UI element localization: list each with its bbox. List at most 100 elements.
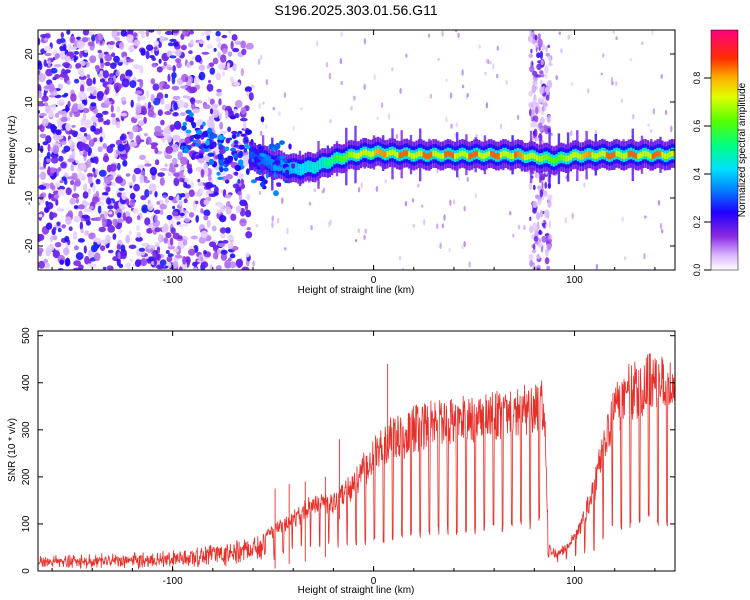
noise-blob bbox=[395, 133, 399, 140]
signal-track-cell bbox=[463, 151, 466, 157]
noise-blob bbox=[69, 130, 77, 135]
noise-blob bbox=[168, 219, 175, 225]
noise-blob bbox=[50, 103, 57, 112]
noise-blob bbox=[87, 263, 95, 268]
noise-blob bbox=[661, 229, 664, 234]
noise-blob bbox=[99, 136, 103, 143]
noise-blob bbox=[182, 255, 187, 265]
noise-blob bbox=[50, 125, 58, 131]
noise-blob bbox=[564, 217, 567, 224]
noise-blob bbox=[84, 119, 92, 129]
y-tick-label: -10 bbox=[24, 190, 35, 205]
y-tick-label: 0 bbox=[21, 568, 32, 574]
colorbar-tick-label: 0.2 bbox=[692, 216, 702, 229]
noise-blob bbox=[104, 61, 111, 67]
signal-onset-blob bbox=[291, 163, 296, 169]
noise-blob bbox=[612, 30, 615, 34]
noise-blob bbox=[227, 126, 232, 133]
noise-blob bbox=[310, 225, 313, 231]
signal-onset-blob bbox=[237, 178, 241, 184]
noise-blob bbox=[240, 40, 246, 49]
noise-blob bbox=[512, 233, 515, 238]
signal-onset-blob bbox=[227, 155, 234, 161]
noise-blob bbox=[100, 239, 109, 245]
noise-blob bbox=[93, 137, 98, 143]
signal-onset-blob bbox=[207, 152, 215, 157]
noise-blob bbox=[363, 37, 367, 45]
noise-blob bbox=[188, 50, 193, 54]
noise-blob bbox=[328, 221, 331, 228]
noise-blob bbox=[148, 223, 153, 228]
snr-ylabel: SNR (10 * v/v) bbox=[7, 418, 18, 482]
noise-blob bbox=[218, 112, 223, 120]
noise-blob bbox=[53, 63, 62, 68]
noise-blob bbox=[70, 179, 75, 186]
signal-onset-blob bbox=[277, 165, 281, 172]
noise-blob bbox=[145, 90, 150, 98]
interference-blob bbox=[528, 181, 533, 191]
noise-blob bbox=[167, 172, 172, 177]
noise-blob bbox=[157, 172, 165, 178]
signal-track-cell bbox=[408, 151, 411, 158]
noise-blob bbox=[79, 150, 84, 156]
noise-blob bbox=[283, 92, 287, 99]
noise-blob bbox=[48, 109, 54, 118]
noise-blob bbox=[55, 129, 62, 136]
spectrogram-y-axis: -20 -10 0 10 20 bbox=[24, 48, 675, 253]
noise-blob bbox=[99, 78, 106, 83]
interference-blob bbox=[534, 94, 537, 103]
noise-blob bbox=[200, 230, 208, 239]
noise-blob bbox=[583, 182, 586, 188]
noise-blob bbox=[148, 30, 155, 33]
signal-track-cell bbox=[511, 153, 515, 159]
interference-blob bbox=[546, 265, 551, 270]
interference-blob bbox=[541, 73, 545, 78]
colorbar-gradient bbox=[710, 29, 739, 271]
noise-blob bbox=[245, 231, 253, 239]
noise-blob bbox=[121, 78, 130, 88]
interference-blob bbox=[529, 108, 532, 117]
noise-blob bbox=[246, 227, 251, 231]
noise-blob bbox=[100, 193, 105, 201]
noise-blob bbox=[79, 127, 87, 133]
noise-blob bbox=[188, 212, 195, 218]
noise-blob bbox=[94, 216, 102, 222]
signal-onset-blob bbox=[267, 164, 271, 169]
noise-blob bbox=[38, 260, 45, 269]
noise-blob bbox=[43, 160, 47, 168]
noise-blob bbox=[647, 123, 650, 127]
noise-blob bbox=[445, 116, 448, 123]
signal-track-cell bbox=[413, 153, 416, 159]
signal-onset-blob bbox=[216, 171, 221, 176]
signal-onset-blob bbox=[217, 153, 224, 160]
interference-blob bbox=[531, 249, 537, 254]
noise-blob bbox=[186, 61, 190, 68]
noise-blob bbox=[544, 73, 548, 79]
signal-onset-blob bbox=[218, 144, 224, 149]
noise-blob bbox=[150, 142, 159, 147]
interference-blob bbox=[534, 115, 539, 123]
colorbar-tick-label: 0.6 bbox=[692, 120, 702, 133]
noise-blob bbox=[154, 147, 159, 154]
noise-blob bbox=[550, 132, 553, 136]
noise-blob bbox=[468, 261, 471, 268]
noise-blob bbox=[38, 60, 42, 67]
noise-blob bbox=[164, 111, 172, 115]
noise-blob bbox=[222, 175, 227, 181]
signal-onset-blob bbox=[217, 134, 225, 141]
noise-blob bbox=[144, 133, 148, 137]
noise-blob bbox=[78, 142, 86, 151]
noise-blob bbox=[92, 183, 96, 192]
noise-blob bbox=[139, 174, 144, 184]
noise-blob bbox=[191, 142, 197, 147]
noise-blob bbox=[164, 154, 173, 159]
noise-blob bbox=[175, 58, 182, 64]
noise-blob bbox=[659, 222, 663, 230]
noise-blob bbox=[191, 56, 196, 60]
signal-onset-blob bbox=[258, 145, 264, 152]
signal-onset-blob bbox=[188, 112, 194, 118]
noise-blob bbox=[427, 33, 431, 38]
spectrogram-xlabel: Height of straight line (km) bbox=[298, 285, 415, 296]
noise-blob bbox=[193, 76, 200, 85]
interference-blob bbox=[534, 34, 538, 41]
